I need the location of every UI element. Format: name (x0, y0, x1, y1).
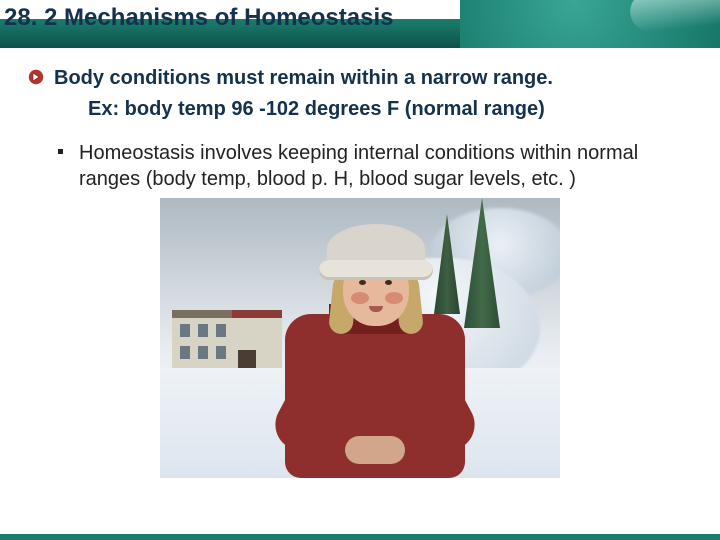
main-point-text: Body conditions must remain within a nar… (54, 66, 553, 91)
slide-content: Body conditions must remain within a nar… (0, 48, 720, 478)
image-container (28, 198, 692, 478)
footer-bar (0, 534, 720, 540)
example-text: Ex: body temp 96 -102 degrees F (normal … (88, 97, 692, 122)
slide-title: 28. 2 Mechanisms of Homeostasis (0, 0, 393, 32)
arrow-bullet-icon (28, 69, 44, 85)
sub-list: Homeostasis involves keeping internal co… (28, 140, 692, 192)
header-decoration (460, 0, 720, 48)
sub-point-text: Homeostasis involves keeping internal co… (79, 140, 692, 192)
cold-girl-photo (160, 198, 560, 478)
main-point-row: Body conditions must remain within a nar… (28, 66, 692, 91)
list-item: Homeostasis involves keeping internal co… (58, 140, 692, 192)
bullet-dot-icon (58, 149, 63, 154)
slide-header: 28. 2 Mechanisms of Homeostasis (0, 0, 720, 48)
